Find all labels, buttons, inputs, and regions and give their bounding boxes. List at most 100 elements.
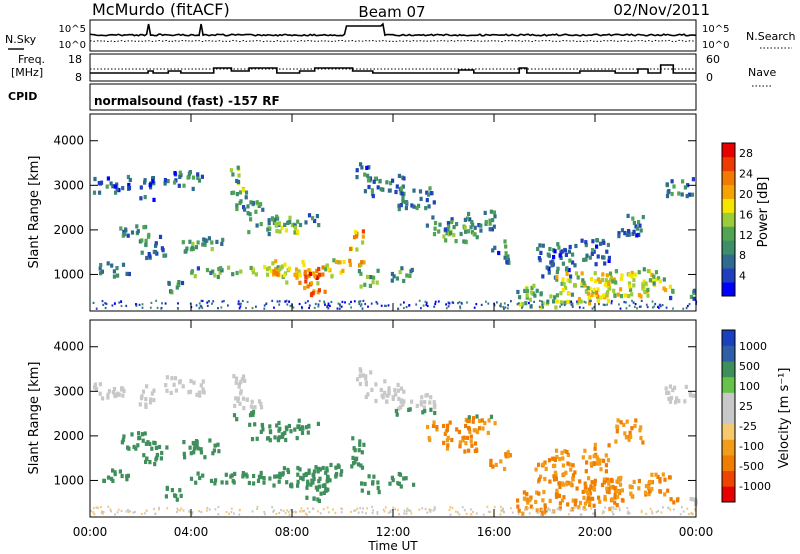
heatmap-cell (613, 495, 618, 500)
heatmap-cell (249, 404, 253, 409)
heatmap-cell (612, 288, 616, 293)
heatmap-cell (245, 474, 249, 479)
heatmap-cell (170, 488, 174, 493)
heatmap-cell (249, 200, 253, 205)
heatmap-cell (280, 225, 284, 230)
heatmap-cell (580, 281, 584, 286)
heatmap-cell (206, 304, 209, 307)
heatmap-cell (275, 272, 279, 277)
heatmap-cell (404, 206, 408, 211)
heatmap-cell (563, 449, 567, 454)
heatmap-cell (472, 510, 474, 513)
heatmap-cell (134, 446, 138, 451)
heatmap-cell (579, 507, 581, 510)
heatmap-cell (199, 450, 203, 455)
heatmap-cell (361, 511, 364, 514)
heatmap-cell (581, 489, 585, 494)
heatmap-cell (677, 398, 681, 404)
heatmap-cell (371, 481, 375, 486)
heatmap-cell (350, 306, 352, 309)
heatmap-cell (248, 422, 252, 427)
heatmap-cell (582, 495, 586, 500)
colorbar-swatch (722, 486, 735, 503)
heatmap-cell (426, 304, 429, 308)
heatmap-cell (587, 487, 591, 492)
heatmap-cell (590, 292, 594, 297)
beam-title: Beam 07 (358, 3, 425, 21)
heatmap-cell (122, 434, 126, 439)
heatmap-cell (603, 282, 607, 287)
heatmap-cell (647, 492, 651, 497)
heatmap-cell (481, 426, 485, 431)
heatmap-cell (588, 286, 592, 291)
heatmap-cell (125, 474, 129, 479)
heatmap-cell (537, 491, 541, 496)
heatmap-cell (379, 387, 383, 393)
heatmap-cell (340, 511, 343, 514)
heatmap-cell (546, 299, 549, 302)
heatmap-cell (650, 272, 654, 277)
heatmap-cell (571, 463, 575, 468)
heatmap-cell (469, 434, 473, 439)
heatmap-cell (297, 269, 301, 274)
heatmap-cell (456, 511, 459, 514)
heatmap-cell (210, 240, 214, 245)
heatmap-cell (179, 173, 183, 178)
heatmap-cell (561, 288, 565, 293)
heatmap-cell (233, 403, 237, 408)
heatmap-cell (506, 450, 510, 455)
heatmap-cell (251, 510, 254, 513)
heatmap-cell (286, 509, 288, 512)
heatmap-cell (145, 456, 149, 461)
heatmap-cell (633, 272, 637, 277)
heatmap-cell (510, 300, 512, 303)
heatmap-cell (332, 508, 334, 511)
heatmap-cell (312, 473, 316, 478)
heatmap-cell (507, 304, 509, 307)
heatmap-cell (522, 490, 526, 495)
heatmap-cell (433, 220, 438, 226)
heatmap-cell (288, 215, 292, 220)
heatmap-cell (594, 262, 598, 267)
heatmap-cell (317, 305, 320, 308)
heatmap-cell (479, 228, 483, 233)
heatmap-cell (360, 450, 364, 455)
heatmap-cell (269, 430, 273, 435)
heatmap-cell (566, 452, 570, 457)
heatmap-cell (246, 211, 250, 216)
heatmap-cell (622, 422, 626, 427)
heatmap-cell (395, 412, 399, 417)
heatmap-cell (394, 408, 398, 414)
heatmap-cell (177, 280, 181, 285)
heatmap-cell (359, 284, 363, 289)
heatmap-cell (443, 227, 448, 232)
noise-left-label: N.Sky (5, 33, 37, 46)
heatmap-cell (582, 506, 586, 511)
heatmap-cell (560, 450, 564, 455)
heatmap-cell (497, 250, 501, 256)
heatmap-cell (549, 260, 553, 265)
heatmap-cell (111, 468, 115, 473)
cpid-strip: CPID normalsound (fast) -157 RF (8, 83, 697, 111)
heatmap-cell (564, 252, 568, 257)
heatmap-cell (606, 298, 611, 304)
heatmap-cell (584, 469, 588, 474)
heatmap-cell (238, 190, 243, 195)
heatmap-cell (409, 509, 412, 512)
heatmap-cell (319, 491, 323, 496)
heatmap-cell (247, 230, 251, 235)
heatmap-cell (337, 464, 341, 469)
heatmap-cell (396, 382, 400, 388)
heatmap-cell (229, 168, 233, 173)
heatmap-cell (426, 511, 429, 514)
heatmap-cell (521, 511, 525, 516)
heatmap-cell (471, 416, 476, 421)
heatmap-cell (360, 303, 363, 306)
heatmap-cell (598, 499, 602, 504)
heatmap-cell (356, 507, 359, 510)
heatmap-cell (220, 241, 224, 246)
heatmap-cell (317, 498, 321, 504)
heatmap-cell (255, 305, 257, 308)
heatmap-cell (277, 479, 281, 484)
heatmap-cell (557, 481, 561, 486)
